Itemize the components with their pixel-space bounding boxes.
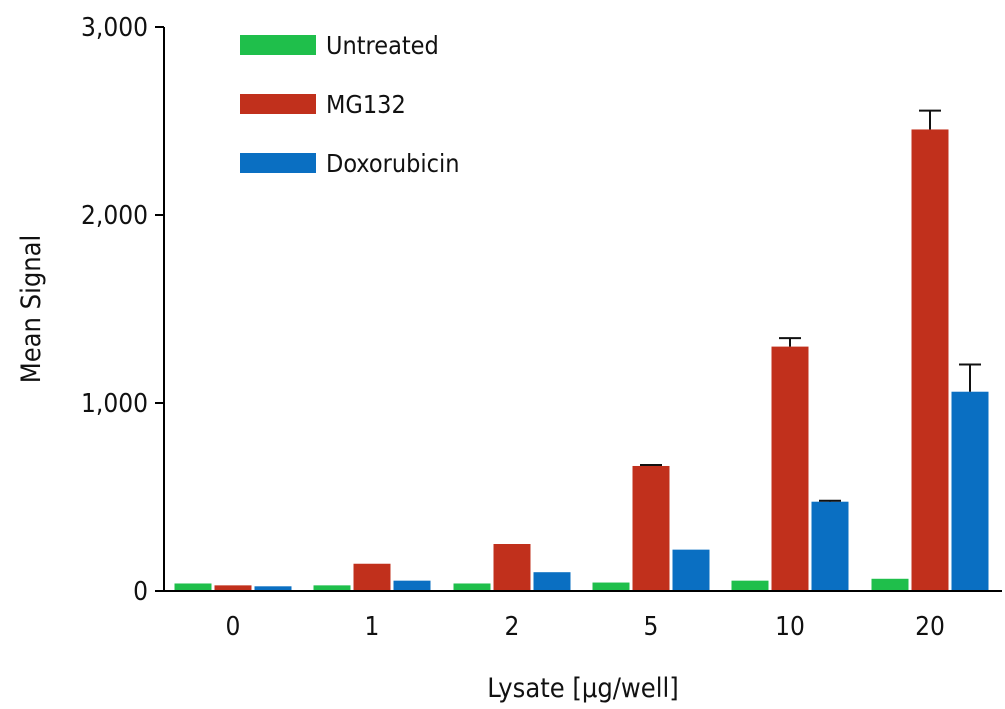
x-tick-label: 2 [505, 612, 520, 642]
series-mg132 [214, 109, 949, 591]
x-axis-title: Lysate [µg/well] [487, 673, 678, 704]
bar-untreated-20 [871, 578, 909, 591]
legend-item-mg132: MG132 [240, 90, 406, 119]
bar-mg132-0 [214, 585, 252, 591]
y-tick-label: 2,000 [81, 201, 148, 231]
bar-doxorubicin-2 [533, 572, 571, 591]
x-tick-label: 5 [644, 612, 659, 642]
bar-untreated-5 [592, 582, 630, 591]
legend-label: Untreated [326, 31, 439, 60]
legend-item-doxorubicin: Doxorubicin [240, 149, 460, 178]
legend-label: MG132 [326, 90, 406, 119]
legend-swatch [240, 153, 316, 173]
bar-doxorubicin-1 [393, 580, 431, 591]
legend-swatch [240, 35, 316, 55]
x-tick-label: 10 [775, 612, 805, 642]
bar-doxorubicin-20 [951, 391, 989, 591]
plot-area [174, 109, 989, 591]
x-tick-label: 20 [915, 612, 945, 642]
bar-doxorubicin-0 [254, 586, 292, 591]
legend: Untreated MG132 Doxorubicin [240, 31, 460, 178]
series-untreated [174, 578, 909, 591]
y-tick-label: 0 [133, 577, 148, 607]
y-axis-ticks: 0 1,000 2,000 3,000 [81, 13, 164, 607]
bar-untreated-0 [174, 583, 212, 591]
y-tick-label: 1,000 [81, 389, 148, 419]
series-doxorubicin [254, 363, 989, 591]
x-axis-ticks: 0 1 2 5 10 20 [226, 612, 945, 642]
legend-label: Doxorubicin [326, 149, 460, 178]
legend-item-untreated: Untreated [240, 31, 439, 60]
bar-untreated-1 [313, 585, 351, 591]
x-tick-label: 0 [226, 612, 241, 642]
bar-untreated-2 [453, 583, 491, 591]
bar-doxorubicin-5 [672, 549, 710, 591]
bar-untreated-10 [731, 580, 769, 591]
axes: 0 1,000 2,000 3,000 0 1 2 5 10 20 [81, 13, 1002, 642]
bar-mg132-5 [632, 465, 670, 591]
bar-mg132-20 [911, 129, 949, 591]
bar-mg132-10 [771, 346, 809, 591]
y-tick-label: 3,000 [81, 13, 148, 43]
bar-mg132-1 [353, 563, 391, 591]
x-tick-label: 1 [365, 612, 380, 642]
bar-mg132-2 [493, 544, 531, 591]
legend-swatch [240, 94, 316, 114]
bar-doxorubicin-10 [811, 501, 849, 591]
y-axis-title: Mean Signal [16, 235, 47, 384]
